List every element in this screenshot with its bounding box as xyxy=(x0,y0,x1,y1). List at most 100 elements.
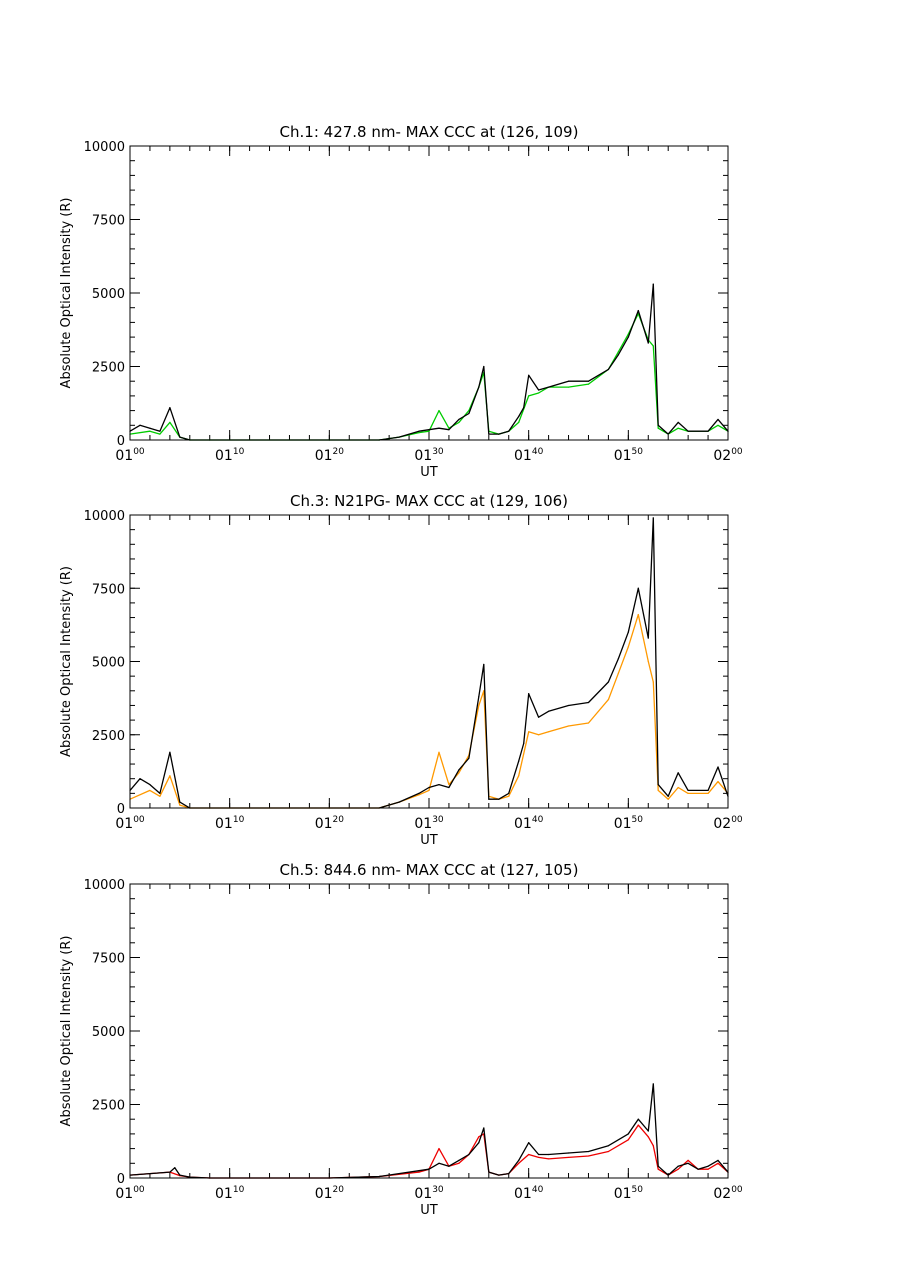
y-tick-label: 5000 xyxy=(92,656,125,671)
series-line-2 xyxy=(129,1083,729,1179)
data-point-2 xyxy=(179,436,181,438)
data-point-2 xyxy=(438,1162,440,1164)
x-tick-minute: 20 xyxy=(333,815,345,825)
x-tick-minute: 40 xyxy=(532,1185,544,1195)
data-point-1 xyxy=(418,1171,420,1173)
data-point-1 xyxy=(707,1168,709,1170)
x-tick-minute: 20 xyxy=(333,447,345,457)
x-tick-hour: 02 xyxy=(713,816,731,832)
data-point-2 xyxy=(667,433,669,435)
data-point-1 xyxy=(587,722,590,724)
data-point-1 xyxy=(428,789,430,792)
x-tick-hour: 01 xyxy=(414,816,432,832)
data-point-1 xyxy=(548,731,550,733)
data-point-2 xyxy=(468,757,470,759)
data-point-2 xyxy=(657,424,659,426)
x-tick-label: 0200 xyxy=(713,815,743,832)
series-line-2 xyxy=(129,283,729,441)
x-tick-minute: 10 xyxy=(233,815,245,825)
x-tick-label: 0120 xyxy=(315,447,345,464)
data-point-1 xyxy=(458,421,460,423)
data-point-2 xyxy=(498,433,500,435)
y-axis-label: Absolute Optical Intensity (R) xyxy=(59,936,74,1127)
data-point-1 xyxy=(538,734,540,736)
chart-title: Ch.1: 427.8 nm- MAX CCC at (126, 109) xyxy=(280,123,579,141)
data-point-1 xyxy=(657,1168,659,1170)
y-axis-label: Absolute Optical Intensity (R) xyxy=(59,198,74,389)
data-point-2 xyxy=(652,517,654,519)
data-point-1 xyxy=(717,424,719,426)
x-tick-hour: 01 xyxy=(614,1186,632,1202)
data-point-2 xyxy=(687,1162,689,1164)
y-axis-label: Absolute Optical Intensity (R) xyxy=(59,566,74,757)
data-point-2 xyxy=(508,430,510,432)
y-tick-label: 7500 xyxy=(92,952,125,967)
data-point-1 xyxy=(538,1156,540,1159)
data-point-1 xyxy=(468,410,470,412)
x-tick-minute: 30 xyxy=(432,815,444,825)
data-point-1 xyxy=(149,430,151,432)
data-point-1 xyxy=(627,646,629,648)
data-point-2 xyxy=(428,429,430,431)
data-point-2 xyxy=(189,1176,191,1178)
x-tick-label: 0150 xyxy=(614,1185,644,1202)
data-point-2 xyxy=(528,1142,530,1144)
data-point-2 xyxy=(523,742,525,745)
data-point-2 xyxy=(523,407,525,409)
x-tick-minute: 40 xyxy=(532,815,544,825)
x-tick-minute: 20 xyxy=(333,1185,345,1195)
data-point-2 xyxy=(587,380,590,382)
data-point-2 xyxy=(378,1175,380,1178)
data-point-1 xyxy=(149,789,151,792)
x-tick-label: 0120 xyxy=(315,815,345,832)
y-tick-label: 7500 xyxy=(92,214,125,229)
data-point-1 xyxy=(518,421,520,423)
data-point-1 xyxy=(637,614,639,616)
data-point-1 xyxy=(169,775,171,777)
data-point-2 xyxy=(518,415,520,418)
x-axis-label: UT xyxy=(420,465,438,480)
chart-panel-2: Ch.3: N21PG- MAX CCC at (129, 106) Absolu… xyxy=(59,492,743,848)
data-point-1 xyxy=(567,386,570,388)
data-point-1 xyxy=(448,783,450,786)
data-point-2 xyxy=(637,1118,639,1120)
y-tick-label: 2500 xyxy=(92,361,125,376)
x-tick-hour: 01 xyxy=(215,448,233,464)
y-tick-label: 2500 xyxy=(92,1099,125,1114)
data-point-1 xyxy=(652,1145,654,1147)
data-point-1 xyxy=(587,1155,590,1157)
axis-ticks xyxy=(129,514,729,809)
data-point-2 xyxy=(607,1145,610,1147)
data-point-1 xyxy=(617,672,619,674)
data-point-1 xyxy=(428,430,430,432)
x-tick-label: 0110 xyxy=(215,447,245,464)
x-tick-hour: 01 xyxy=(215,816,233,832)
data-point-1 xyxy=(548,1158,550,1160)
data-point-2 xyxy=(468,412,470,415)
x-tick-hour: 01 xyxy=(614,816,632,832)
data-point-2 xyxy=(667,795,669,797)
data-point-1 xyxy=(483,690,485,692)
x-tick-label: 0140 xyxy=(514,447,544,464)
x-tick-label: 0100 xyxy=(115,815,145,832)
data-point-2 xyxy=(528,693,530,695)
data-point-2 xyxy=(174,1167,176,1169)
x-tick-label: 0150 xyxy=(614,447,644,464)
data-point-2 xyxy=(707,430,709,432)
data-point-1 xyxy=(528,1153,530,1156)
data-point-2 xyxy=(627,1133,629,1135)
data-point-1 xyxy=(528,731,530,733)
data-point-2 xyxy=(398,436,400,438)
x-tick-minute: 30 xyxy=(432,447,444,457)
data-point-2 xyxy=(707,1165,709,1167)
data-point-1 xyxy=(438,751,440,753)
x-tick-minute: 10 xyxy=(233,447,245,457)
data-point-2 xyxy=(617,657,619,660)
data-point-2 xyxy=(478,696,480,698)
data-point-2 xyxy=(528,374,530,376)
x-tick-minute: 00 xyxy=(133,447,145,457)
data-point-2 xyxy=(587,701,590,704)
x-axis-label: UT xyxy=(420,833,438,848)
data-point-2 xyxy=(488,798,490,800)
data-point-2 xyxy=(508,792,510,794)
